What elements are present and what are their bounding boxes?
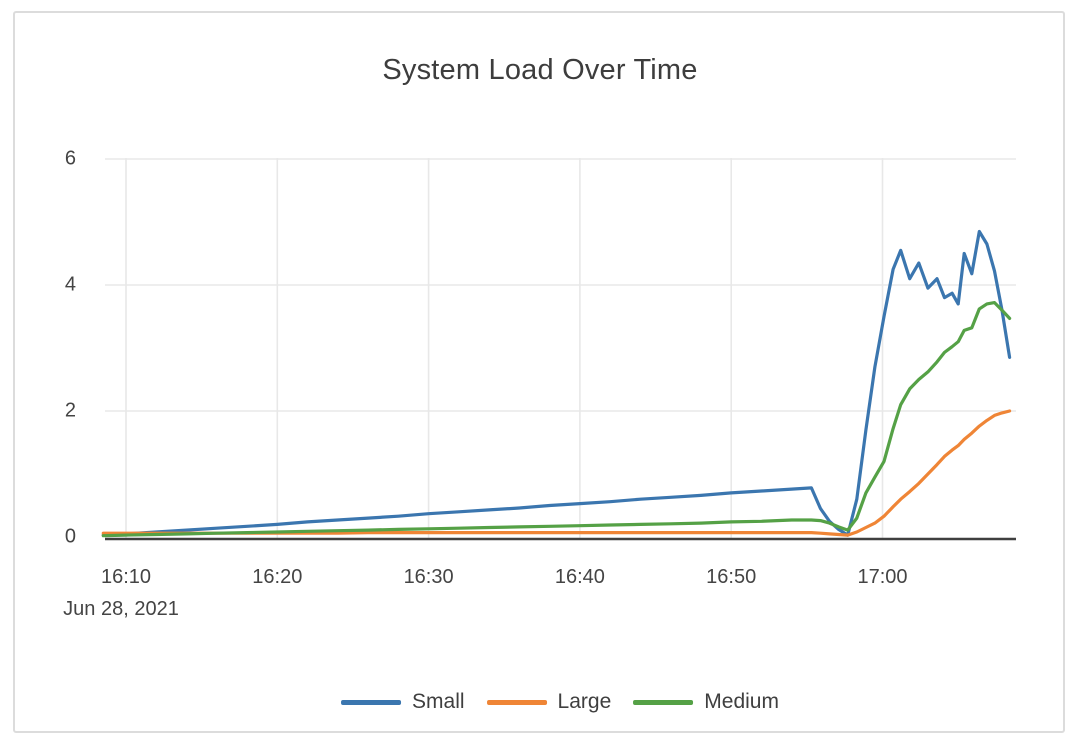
plot-area[interactable] [101,229,1012,538]
x-tick-label: 16:20 [252,566,303,588]
chart-title: System Load Over Time [382,54,698,86]
x-tick-label: 16:30 [403,566,454,588]
chart-frame [13,11,1065,733]
legend-label: Medium [704,690,779,713]
x-axis-date-label: Jun 28, 2021 [63,598,179,620]
legend-swatch-medium [633,699,694,705]
legend-label: Large [557,690,612,713]
legend-swatch-large [486,699,547,705]
gridlines [105,158,1016,538]
x-tick-label: 16:40 [554,566,605,588]
series-line-large[interactable] [101,409,1012,537]
series-line-medium[interactable] [101,301,1012,538]
x-tick-label: 17:00 [857,566,908,588]
series-line-small[interactable] [101,229,1012,537]
x-tick-label: 16:10 [100,566,152,588]
legend-item-small[interactable]: Small [341,690,465,714]
x-tick-label: 16:50 [706,566,757,588]
legend: Small Large Medium [341,690,779,714]
legend-item-medium[interactable]: Medium [633,690,779,714]
legend-item-large[interactable]: Large [486,690,612,714]
legend-swatch-small [341,699,402,705]
y-tick-label: 0 [64,525,76,548]
y-tick-label: 4 [64,273,76,296]
legend-label: Small [412,690,465,713]
y-tick-label: 6 [64,147,76,170]
y-tick-label: 2 [64,399,76,422]
